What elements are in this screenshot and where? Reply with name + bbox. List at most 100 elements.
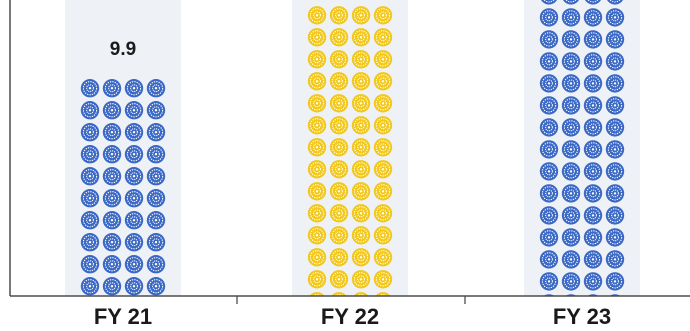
coin-icon (102, 122, 122, 142)
coin-icon (124, 166, 144, 186)
coin-icon (373, 225, 393, 246)
coin-icon (373, 137, 393, 158)
coin-icon (329, 49, 349, 70)
coin-icon (583, 271, 603, 292)
coin-icon (329, 93, 349, 114)
coin-icon (80, 78, 100, 98)
coin-icon (561, 205, 581, 226)
coin-icon (124, 210, 144, 230)
coin-icon (146, 276, 166, 296)
coin-icon (583, 183, 603, 204)
coin-icon (351, 5, 371, 26)
coin-icon (146, 188, 166, 208)
coin-icon (373, 93, 393, 114)
coin-icon (561, 95, 581, 116)
coin-icon (351, 49, 371, 70)
coin-icon (561, 7, 581, 28)
coin-icon (605, 51, 625, 72)
coin-icon (102, 188, 122, 208)
coin-icon (80, 232, 100, 252)
coin-icon (583, 139, 603, 160)
coin-icon (605, 271, 625, 292)
coin-icon (605, 29, 625, 50)
coin-icon (329, 71, 349, 92)
x-tick-label: FY 22 (321, 304, 379, 329)
coin-icon (539, 73, 559, 94)
coin-icon (102, 254, 122, 274)
coin-icon (561, 139, 581, 160)
coin-icon (373, 203, 393, 224)
coin-icon (124, 144, 144, 164)
coin-icon (102, 78, 122, 98)
coin-icon (605, 249, 625, 270)
coin-icon (373, 27, 393, 48)
coin-icon (561, 117, 581, 138)
coin-icon (539, 249, 559, 270)
coin-icon (307, 5, 327, 26)
coin-icon (583, 7, 603, 28)
coin-icon (146, 100, 166, 120)
coin-icon (539, 7, 559, 28)
coin-icon (373, 71, 393, 92)
coin-icon (605, 95, 625, 116)
coin-icon (351, 137, 371, 158)
coin-icon (561, 227, 581, 248)
coin-icon (561, 51, 581, 72)
coin-icon (307, 93, 327, 114)
coin-icon (351, 225, 371, 246)
coin-icon (583, 249, 603, 270)
coin-icon (329, 203, 349, 224)
coin-icon (373, 247, 393, 268)
coin-icon (102, 100, 122, 120)
coin-icon (561, 161, 581, 182)
coin-icon (80, 122, 100, 142)
coin-icon (583, 117, 603, 138)
coin-icon (583, 51, 603, 72)
coin-icon (329, 27, 349, 48)
coin-icon (146, 166, 166, 186)
axes (9, 0, 690, 304)
coin-icon (329, 247, 349, 268)
x-tick-label: FY 21 (94, 304, 152, 329)
coin-icon (307, 181, 327, 202)
coin-icon (605, 117, 625, 138)
coin-icon (80, 188, 100, 208)
coin-icon (583, 29, 603, 50)
coin-icon (307, 159, 327, 180)
coin-icon (329, 269, 349, 290)
coin-icon (307, 115, 327, 136)
coin-icon (102, 144, 122, 164)
coin-icon (583, 161, 603, 182)
coin-icon (329, 115, 349, 136)
coin-icon (329, 225, 349, 246)
coin-icon (583, 95, 603, 116)
coin-icon (539, 183, 559, 204)
coin-icon (146, 144, 166, 164)
coin-icon (307, 203, 327, 224)
coin-icon (539, 227, 559, 248)
coin-icon (605, 7, 625, 28)
coin-icon (605, 161, 625, 182)
coin-icon (124, 276, 144, 296)
coin-icon (373, 181, 393, 202)
coin-icon (80, 210, 100, 230)
coin-icon (561, 249, 581, 270)
coin-icon (605, 227, 625, 248)
coin-icon (351, 269, 371, 290)
coin-icon (605, 139, 625, 160)
coin-icon (102, 232, 122, 252)
coin-icon (146, 122, 166, 142)
x-tick-label: FY 23 (553, 304, 611, 329)
coin-icon (373, 5, 393, 26)
coin-icon (373, 269, 393, 290)
coin-icon (351, 247, 371, 268)
coin-icon (561, 73, 581, 94)
coin-icon (351, 159, 371, 180)
coin-icon (539, 139, 559, 160)
coin-icon (329, 137, 349, 158)
coin-icon (373, 115, 393, 136)
coin-icon (373, 159, 393, 180)
coin-icon (124, 100, 144, 120)
coin-icon (351, 71, 371, 92)
